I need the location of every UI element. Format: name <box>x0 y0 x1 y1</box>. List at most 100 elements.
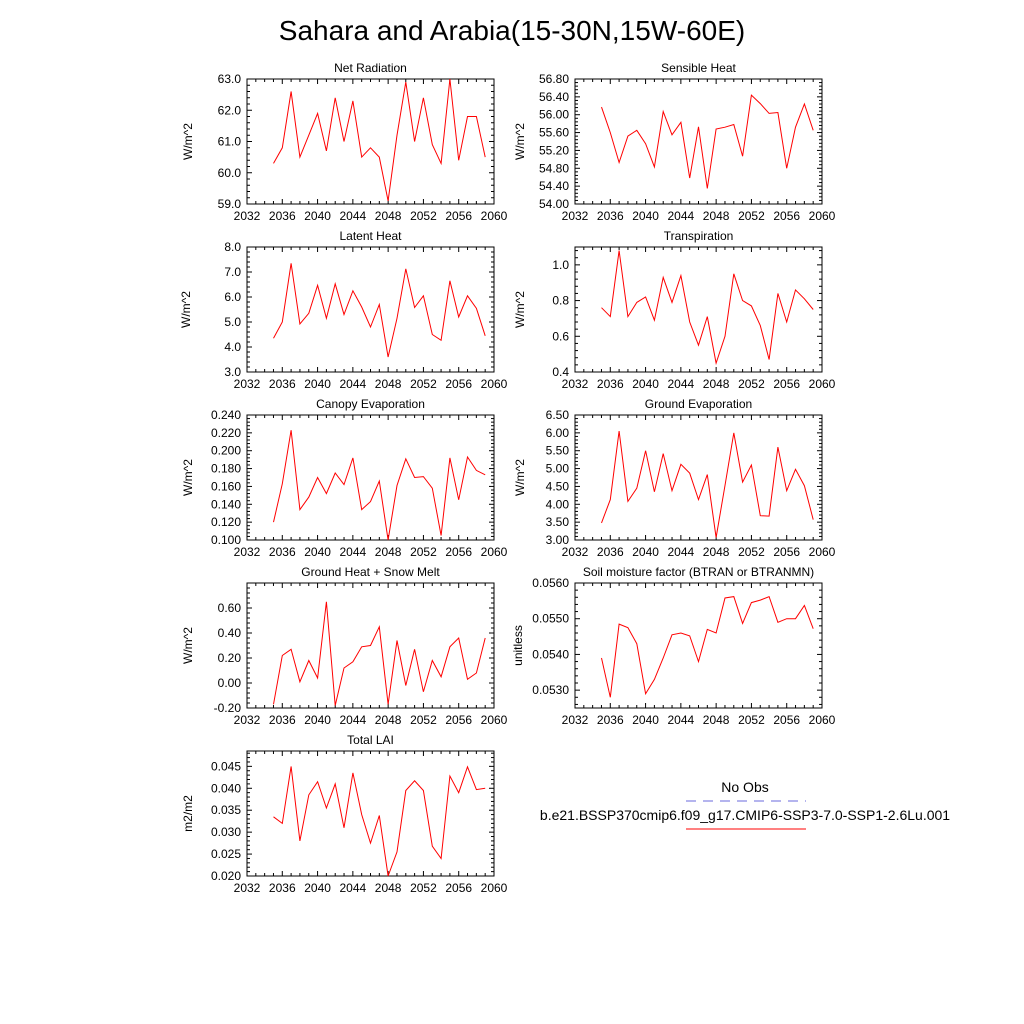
x-tick-label: 2044 <box>340 881 367 895</box>
y-tick-label: 59.0 <box>218 197 242 211</box>
x-tick-label: 2036 <box>597 545 624 559</box>
x-tick-label: 2056 <box>773 377 800 391</box>
plot-frame <box>574 414 823 541</box>
x-tick-label: 2048 <box>375 881 402 895</box>
y-axis-label: unitless <box>511 625 525 666</box>
y-tick-label: 6.0 <box>224 290 241 304</box>
legend: No Obs b.e21.BSSP370cmip6.f09_g17.CMIP6-… <box>540 779 950 830</box>
y-tick-label: 63.0 <box>218 72 242 86</box>
y-axis-label: m2/m2 <box>181 795 195 832</box>
x-tick-label: 2044 <box>340 209 367 223</box>
x-tick-label: 2048 <box>375 713 402 727</box>
x-tick-label: 2060 <box>481 209 508 223</box>
x-tick-label: 2032 <box>234 881 261 895</box>
series-line <box>601 250 814 366</box>
x-tick-label: 2060 <box>809 209 836 223</box>
legend-obs-label: No Obs <box>721 779 768 795</box>
y-tick-label: 1.0 <box>552 258 569 272</box>
y-tick-label: 4.00 <box>546 497 570 511</box>
y-tick-label: 0.60 <box>218 601 242 615</box>
y-tick-label: 0.140 <box>211 497 241 511</box>
y-tick-label: 0.20 <box>218 651 242 665</box>
x-tick-label: 2052 <box>738 713 765 727</box>
y-tick-label: 55.60 <box>539 126 569 140</box>
chart-panels: Net Radiation 2032 2036 2040 2044 2048 2052 205… <box>179 61 836 895</box>
y-tick-label: 54.80 <box>539 161 569 175</box>
x-tick-label: 2060 <box>809 377 836 391</box>
x-tick-label: 2060 <box>809 713 836 727</box>
plot-frame <box>246 414 495 541</box>
x-tick-label: 2048 <box>375 377 402 391</box>
series-line <box>601 595 814 698</box>
x-tick-label: 2052 <box>738 545 765 559</box>
x-tick-label: 2032 <box>234 545 261 559</box>
y-tick-label: 61.0 <box>218 135 242 149</box>
y-tick-label: 56.80 <box>539 72 569 86</box>
y-tick-label: 0.160 <box>211 479 241 493</box>
x-tick-label: 2032 <box>562 545 589 559</box>
x-tick-label: 2032 <box>562 209 589 223</box>
x-tick-label: 2060 <box>809 545 836 559</box>
x-tick-label: 2052 <box>410 545 437 559</box>
y-tick-label: 6.00 <box>546 426 570 440</box>
panel-title: Soil moisture factor (BTRAN or BTRANMN) <box>583 565 814 579</box>
x-tick-label: 2040 <box>632 209 659 223</box>
x-tick-label: 2036 <box>269 377 296 391</box>
x-tick-label: 2048 <box>703 377 730 391</box>
series-line <box>273 263 486 358</box>
x-tick-label: 2056 <box>773 713 800 727</box>
x-tick-label: 2044 <box>668 377 695 391</box>
x-tick-label: 2060 <box>481 377 508 391</box>
x-tick-label: 2044 <box>340 545 367 559</box>
y-tick-label: 54.00 <box>539 197 569 211</box>
x-tick-label: 2032 <box>234 209 261 223</box>
x-tick-label: 2036 <box>597 209 624 223</box>
y-tick-label: 0.240 <box>211 408 241 422</box>
y-tick-label: 4.50 <box>546 479 570 493</box>
series-line <box>273 78 486 201</box>
x-tick-label: 2056 <box>445 881 472 895</box>
x-tick-label: 2056 <box>445 713 472 727</box>
y-tick-label: 0.100 <box>211 533 241 547</box>
y-tick-label: 0.0540 <box>532 647 569 661</box>
y-tick-label: 55.20 <box>539 143 569 157</box>
y-tick-label: 0.180 <box>211 462 241 476</box>
x-tick-label: 2044 <box>340 377 367 391</box>
x-tick-label: 2040 <box>632 713 659 727</box>
y-tick-label: 0.0550 <box>532 612 569 626</box>
y-tick-label: 0.220 <box>211 426 241 440</box>
x-tick-label: 2036 <box>597 713 624 727</box>
panel-title: Latent Heat <box>339 229 402 243</box>
panel-title: Net Radiation <box>334 61 407 75</box>
x-tick-label: 2040 <box>304 713 331 727</box>
y-tick-label: 5.00 <box>546 462 570 476</box>
x-tick-label: 2060 <box>481 881 508 895</box>
y-axis-label: W/m^2 <box>181 627 195 664</box>
y-tick-label: 0.4 <box>552 365 569 379</box>
y-tick-label: 0.120 <box>211 515 241 529</box>
x-tick-label: 2060 <box>481 713 508 727</box>
y-axis-label: W/m^2 <box>513 291 527 328</box>
x-tick-label: 2056 <box>445 377 472 391</box>
y-tick-label: 3.00 <box>546 533 570 547</box>
panel-title: Canopy Evaporation <box>316 397 425 411</box>
x-tick-label: 2048 <box>703 545 730 559</box>
y-tick-label: 0.030 <box>211 825 241 839</box>
x-tick-label: 2044 <box>668 713 695 727</box>
y-tick-label: 0.020 <box>211 869 241 883</box>
y-tick-label: 4.0 <box>224 340 241 354</box>
x-tick-label: 2052 <box>738 377 765 391</box>
y-tick-label: 62.0 <box>218 103 242 117</box>
y-axis-label: W/m^2 <box>181 123 195 160</box>
x-tick-label: 2052 <box>410 377 437 391</box>
panel-title: Ground Evaporation <box>645 397 752 411</box>
x-tick-label: 2052 <box>410 713 437 727</box>
x-tick-label: 2048 <box>703 209 730 223</box>
y-axis-label: W/m^2 <box>179 291 193 328</box>
panel-6: Ground Heat + Snow Melt 2032 2036 2040 2044 2… <box>181 565 508 727</box>
y-tick-label: 0.040 <box>211 781 241 795</box>
plot-frame <box>574 582 823 709</box>
y-tick-label: 0.6 <box>552 329 569 343</box>
y-tick-label: 7.0 <box>224 265 241 279</box>
x-tick-label: 2056 <box>445 209 472 223</box>
